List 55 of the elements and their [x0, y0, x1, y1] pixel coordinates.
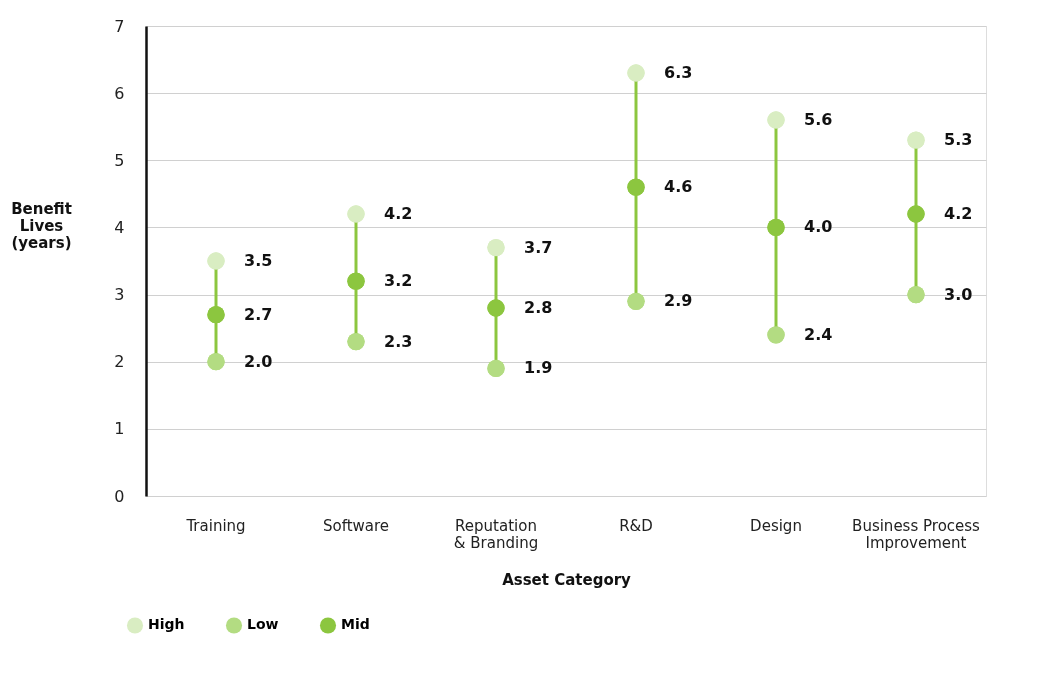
y-tick-label: 1	[114, 419, 125, 439]
data-label: 3.2	[384, 271, 413, 291]
point	[627, 292, 645, 310]
point	[627, 64, 645, 82]
legend-label: High	[148, 616, 185, 633]
point	[347, 272, 365, 290]
point	[347, 205, 365, 223]
point	[487, 238, 505, 257]
y-tick-label: 4	[114, 217, 125, 237]
x-tick-label: R&D	[619, 516, 653, 535]
point	[487, 359, 505, 378]
point	[767, 218, 785, 237]
x-tick-label: Reputation & Branding	[453, 516, 539, 552]
data-label: 4.6	[664, 177, 693, 197]
y-tick-label: 5	[114, 150, 125, 170]
point	[347, 332, 365, 351]
point	[767, 111, 785, 129]
point	[907, 205, 925, 223]
data-label: 2.3	[384, 331, 413, 351]
data-label: 1.9	[524, 358, 553, 378]
legend-label: Low	[247, 616, 279, 633]
point	[207, 353, 225, 371]
data-label: 2.9	[664, 291, 693, 311]
y-tick-label: 6	[114, 83, 125, 103]
point	[767, 326, 785, 344]
point	[907, 285, 925, 304]
x-tick-label: Business Process Improvement	[852, 516, 981, 552]
x-axis-title: Asset Category	[502, 570, 632, 589]
data-label: 3.0	[944, 284, 973, 304]
point	[487, 299, 505, 317]
point	[907, 131, 925, 149]
point	[207, 306, 225, 324]
legend-label: Mid	[341, 616, 370, 633]
data-label: 5.3	[944, 130, 973, 150]
y-tick-label: 7	[114, 16, 125, 36]
data-label: 2.0	[244, 351, 273, 371]
y-tick-label: 3	[114, 285, 125, 305]
x-tick-label: Training	[185, 516, 246, 535]
point	[627, 178, 645, 196]
point	[207, 252, 225, 270]
y-tick-label: 0	[114, 486, 125, 506]
data-label: 4.2	[384, 204, 413, 223]
y-tick-label: 2	[114, 352, 125, 372]
y-axis-title: Benefit Lives (years)	[11, 199, 72, 252]
data-label: 2.4	[804, 324, 833, 344]
x-tick-label: Software	[322, 516, 390, 535]
data-label: 5.6	[804, 110, 833, 129]
data-label: 4.0	[804, 217, 833, 237]
data-label: 6.3	[664, 63, 693, 82]
data-label: 2.8	[524, 298, 553, 317]
data-label: 2.7	[244, 304, 273, 324]
data-label: 3.5	[244, 251, 273, 270]
data-label: 3.7	[524, 237, 553, 257]
data-label: 4.2	[944, 204, 973, 223]
x-tick-label: Design	[750, 516, 802, 535]
